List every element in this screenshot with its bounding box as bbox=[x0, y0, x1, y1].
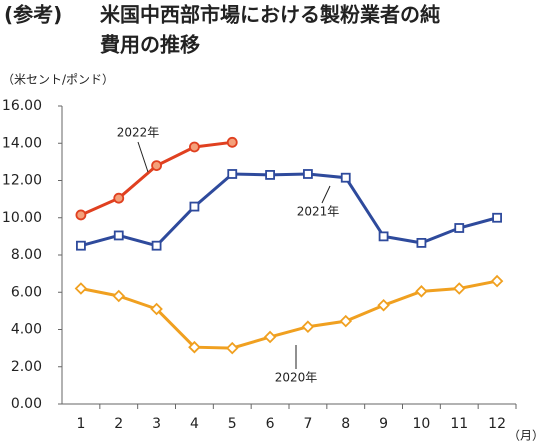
point bbox=[265, 170, 275, 180]
x-tick-label: 8 bbox=[341, 416, 350, 432]
x-tick-label: 12 bbox=[488, 416, 506, 432]
chart-title: 米国中西部市場における製粉業者の純 bbox=[100, 3, 440, 27]
y-tick-label: 10.00 bbox=[2, 210, 42, 226]
point bbox=[263, 330, 277, 344]
point bbox=[415, 285, 428, 298]
series-line bbox=[80, 172, 498, 248]
point bbox=[189, 201, 200, 212]
leader-line bbox=[137, 141, 149, 173]
point bbox=[189, 141, 200, 153]
y-axis-label: （米セント/ポンド） bbox=[2, 73, 114, 87]
x-tick-label: 3 bbox=[152, 416, 161, 432]
point bbox=[113, 192, 125, 204]
point bbox=[113, 230, 124, 241]
point bbox=[339, 314, 353, 328]
point bbox=[340, 172, 351, 183]
x-axis-label: （月） bbox=[508, 429, 544, 443]
point bbox=[301, 320, 315, 333]
point bbox=[416, 237, 427, 248]
x-tick-label: 9 bbox=[379, 416, 388, 432]
x-tick-label: 4 bbox=[190, 416, 199, 432]
x-tick-label: 5 bbox=[228, 416, 237, 432]
y-tick-label: 14.00 bbox=[2, 135, 42, 151]
point bbox=[377, 299, 390, 312]
point bbox=[188, 340, 201, 354]
point bbox=[454, 223, 465, 233]
y-tick-label: 6.00 bbox=[11, 284, 42, 300]
y-tick-label: 8.00 bbox=[11, 247, 42, 263]
title-tag: (参考) bbox=[4, 3, 62, 27]
chart-title: 費用の推移 bbox=[100, 33, 200, 57]
x-tick-label: 11 bbox=[450, 416, 468, 432]
point bbox=[378, 231, 389, 242]
x-tick-label: 10 bbox=[413, 416, 431, 432]
x-tick-label: 7 bbox=[303, 416, 312, 432]
series-label: 2021年 bbox=[297, 205, 340, 219]
point bbox=[303, 169, 313, 179]
point bbox=[225, 341, 239, 355]
point bbox=[226, 136, 238, 148]
point bbox=[452, 282, 466, 295]
x-tick-label: 2 bbox=[114, 416, 123, 432]
point bbox=[150, 302, 163, 316]
point bbox=[74, 282, 88, 295]
series-line bbox=[80, 140, 233, 217]
series-label: 2020年 bbox=[275, 371, 318, 385]
y-tick-label: 2.00 bbox=[11, 359, 42, 375]
point bbox=[151, 240, 162, 251]
series-label: 2022年 bbox=[117, 126, 160, 140]
point bbox=[492, 212, 502, 223]
point bbox=[76, 240, 86, 251]
y-tick-label: 12.00 bbox=[2, 173, 42, 189]
x-tick-label: 6 bbox=[266, 416, 275, 432]
y-tick-label: 0.00 bbox=[11, 396, 42, 412]
point bbox=[490, 274, 504, 288]
y-tick-label: 4.00 bbox=[11, 322, 42, 338]
point bbox=[75, 209, 87, 221]
y-tick-label: 16.00 bbox=[2, 98, 42, 114]
point bbox=[151, 160, 162, 172]
point bbox=[227, 169, 238, 179]
series-line bbox=[80, 279, 498, 350]
leader-line bbox=[321, 185, 331, 204]
point bbox=[112, 289, 126, 303]
x-tick-label: 1 bbox=[76, 416, 85, 432]
